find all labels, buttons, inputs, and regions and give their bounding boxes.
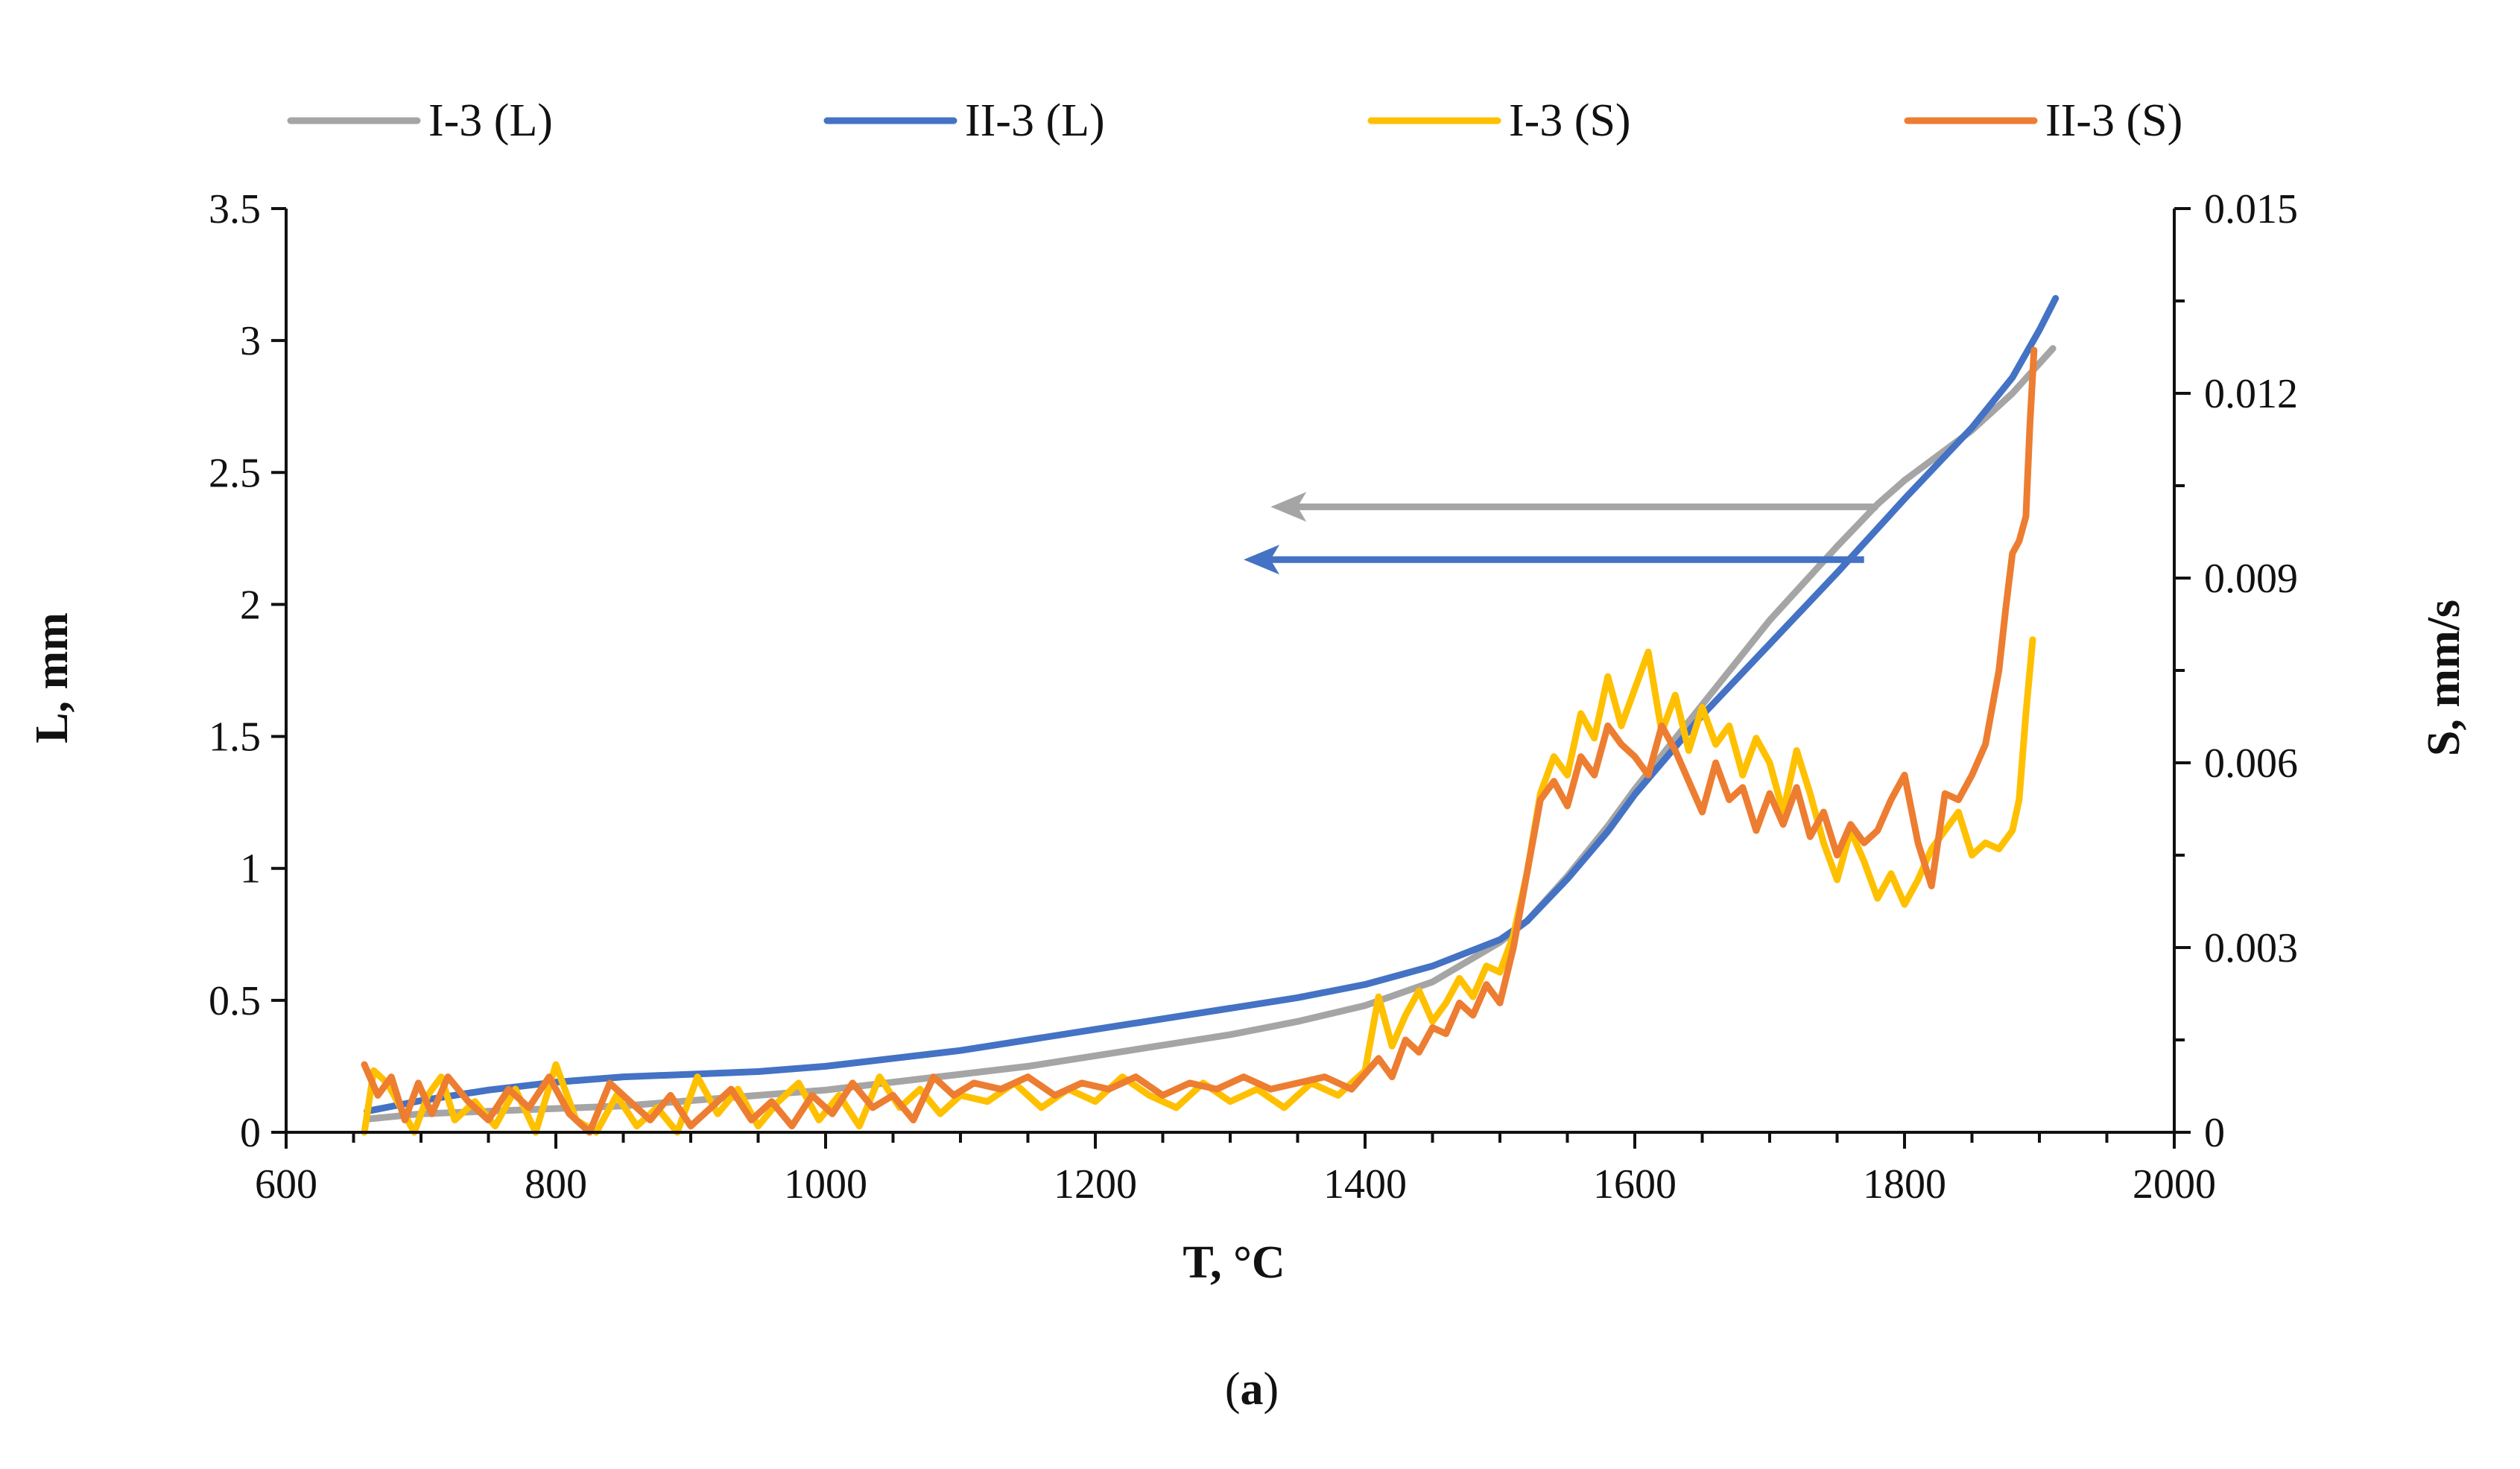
annotation-arrow-i-3-l <box>1270 492 1878 522</box>
y2-tick-label: 0 <box>2204 1110 2225 1156</box>
series-line-i-3-l <box>364 345 2057 1123</box>
y-axis-ticks: 0 0.5 1 1.5 2 2.5 3 3.5 <box>209 186 286 1156</box>
x-tick-label: 1000 <box>784 1161 867 1208</box>
caption-close-paren: ) <box>1264 1364 1279 1415</box>
arrow-head <box>1244 545 1280 575</box>
series-line-ii-3-s <box>361 346 2038 1136</box>
figure-caption: (a) <box>1225 1364 1279 1415</box>
legend: I-3 (L) II-3 (L) I-3 (S) II-3 (S) <box>287 95 2182 146</box>
legend-label: I-3 (L) <box>428 95 553 146</box>
y-tick-label: 0.5 <box>209 978 261 1024</box>
legend-item-i-3-s: I-3 (S) <box>1367 95 1631 146</box>
y-tick-label: 2 <box>240 582 261 628</box>
y-axis-title: L, mm <box>27 612 77 743</box>
series-line-i-3-s <box>361 636 2036 1136</box>
legend-item-ii-3-l: II-3 (L) <box>823 95 1105 146</box>
legend-item-ii-3-s: II-3 (S) <box>1904 95 2182 146</box>
legend-label: II-3 (L) <box>965 95 1105 146</box>
y2-axis-title: S, mm/s <box>2419 600 2469 756</box>
x-tick-label: 1400 <box>1323 1161 1407 1208</box>
y-tick-label: 0 <box>240 1110 261 1156</box>
legend-item-i-3-l: I-3 (L) <box>287 95 553 146</box>
x-tick-label: 1200 <box>1054 1161 1137 1208</box>
y-tick-label: 2.5 <box>209 450 261 496</box>
x-axis-ticks: 600 800 1000 1200 1400 1600 1800 2000 <box>255 1132 2216 1208</box>
caption-label: a <box>1241 1364 1264 1415</box>
y2-tick-label: 0.015 <box>2204 186 2298 232</box>
x-tick-label: 1800 <box>1863 1161 1946 1208</box>
y-tick-label: 1 <box>240 846 261 892</box>
y2-tick-label: 0.003 <box>2204 925 2298 971</box>
x-tick-label: 800 <box>525 1161 587 1208</box>
x-tick-label: 600 <box>255 1161 317 1208</box>
annotation-arrow-ii-3-l <box>1244 545 1864 575</box>
arrow-head <box>1270 492 1307 522</box>
legend-label: I-3 (S) <box>1509 95 1631 146</box>
y-tick-label: 3.5 <box>209 186 261 232</box>
x-axis-title: T, °C <box>1183 1237 1285 1288</box>
x-tick-label: 1600 <box>1593 1161 1677 1208</box>
y2-axis-ticks: 0 0.003 0.006 0.009 0.012 0.015 <box>2174 186 2298 1156</box>
caption-open-paren: ( <box>1225 1364 1241 1415</box>
legend-label: II-3 (S) <box>2045 95 2182 146</box>
y-tick-label: 3 <box>240 318 261 364</box>
y-tick-label: 1.5 <box>209 714 261 761</box>
x-tick-label: 2000 <box>2133 1161 2216 1208</box>
y2-tick-label: 0.009 <box>2204 556 2298 602</box>
annotation-layer <box>1244 492 1878 575</box>
y2-tick-label: 0.006 <box>2204 740 2298 787</box>
y2-tick-label: 0.012 <box>2204 371 2298 417</box>
